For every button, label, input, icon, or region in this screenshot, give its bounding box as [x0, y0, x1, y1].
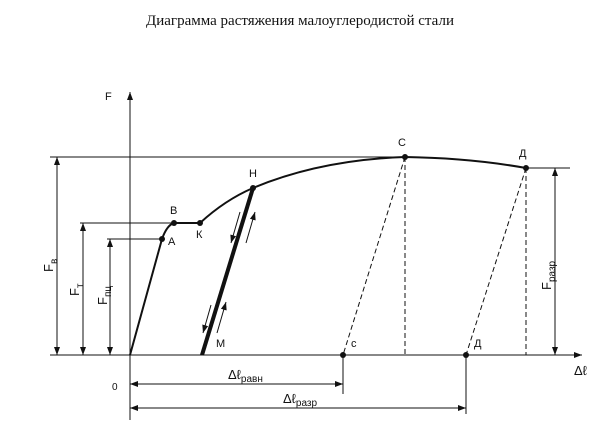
y-axis-label: F [105, 91, 112, 103]
label-c: С [398, 137, 406, 149]
origin-label: 0 [112, 382, 118, 393]
fpc-label: Fпц [95, 286, 114, 305]
label-h: Н [249, 168, 257, 180]
diagram-title: Диаграмма растяжения малоуглеродистой ст… [146, 13, 454, 29]
label-d: Д [519, 148, 527, 160]
unloading-line-c [342, 156, 406, 356]
stress-strain-curve [129, 155, 527, 356]
label-b: В [170, 205, 177, 217]
label-a: А [168, 236, 176, 248]
point-k [197, 220, 203, 226]
unloading-line-d [465, 167, 527, 356]
unload-arrow-icon [230, 211, 241, 244]
label-d-lower: Д [474, 338, 482, 350]
label-c-lower: с [351, 338, 357, 350]
unloading-line-hm [200, 187, 255, 356]
label-m: М [216, 338, 225, 350]
reload-arrow-icon [245, 211, 256, 244]
label-k: К [196, 229, 203, 241]
ft-label: Fт [67, 283, 86, 296]
point-a [159, 236, 165, 242]
reload-arrow-icon [216, 301, 227, 334]
razr-label: Δℓразр [283, 391, 317, 409]
point-d-lower [463, 352, 469, 358]
point-h [250, 185, 256, 191]
x-axis-label: Δℓ [574, 363, 588, 378]
fv-label: Fв [41, 259, 60, 272]
point-b [171, 220, 177, 226]
frazr-label: Fразр [539, 260, 558, 290]
point-c-lower [340, 352, 346, 358]
point-d [523, 165, 529, 171]
point-c [402, 154, 408, 160]
ravn-label: Δℓравн [228, 367, 263, 385]
unload-arrow-icon [202, 304, 212, 334]
